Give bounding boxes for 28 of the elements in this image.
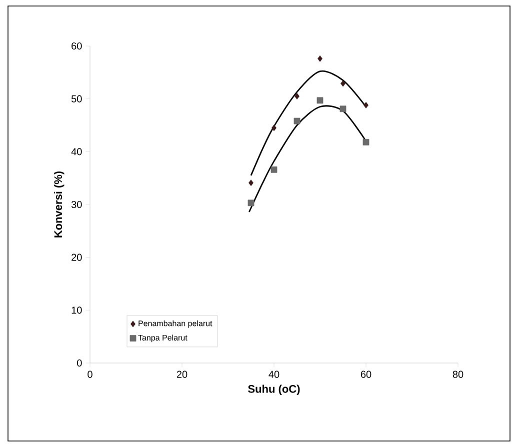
point	[364, 102, 368, 108]
x-tick-label: 0	[88, 370, 92, 378]
y-tick-label: 20	[72, 254, 82, 261]
y-tick-label: 30	[71, 200, 82, 208]
x-tick-label: 40	[268, 370, 280, 378]
legend-label: Tanpa Pelarut	[138, 334, 188, 342]
point	[316, 97, 324, 104]
point	[340, 106, 346, 112]
y-tick-label: 50	[71, 95, 82, 102]
y-tick-label: 10	[72, 306, 82, 314]
x-tick-label: 60	[360, 370, 372, 378]
y-tick-label: 40	[71, 148, 82, 156]
point	[294, 92, 300, 100]
y-tick-label: 60	[72, 42, 82, 50]
x-axis-title: Suhu (oC)	[248, 384, 300, 395]
point	[362, 138, 370, 146]
x-tick-label: 20	[176, 370, 188, 378]
x-tick-label: 80	[452, 370, 464, 378]
point	[272, 124, 276, 132]
point	[340, 80, 346, 87]
legend-label: Penambahan pelarut	[138, 320, 212, 328]
point	[294, 118, 300, 124]
y-axis-title: Konversi (%)	[54, 171, 64, 238]
point	[318, 55, 322, 62]
point	[270, 166, 278, 173]
point	[248, 180, 254, 186]
y-tick-label: 0	[77, 359, 82, 367]
point	[248, 200, 254, 206]
